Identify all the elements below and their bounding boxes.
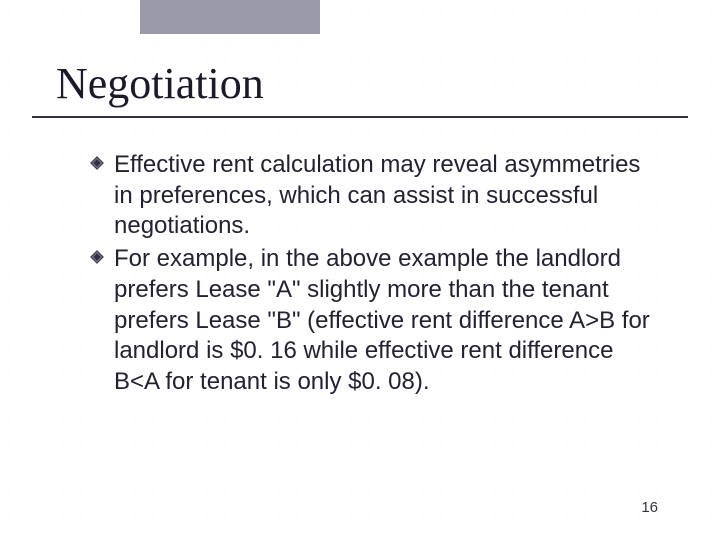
page-number: 16 xyxy=(641,499,658,516)
bullet-text: Effective rent calculation may reveal as… xyxy=(114,150,664,242)
list-item: For example, in the above example the la… xyxy=(90,244,664,398)
bullet-text: For example, in the above example the la… xyxy=(114,244,664,398)
title-underline xyxy=(32,116,688,118)
diamond-bullet-icon xyxy=(90,250,110,270)
slide-title: Negotiation xyxy=(56,58,264,109)
bullet-list: Effective rent calculation may reveal as… xyxy=(90,150,664,400)
title-accent-bar xyxy=(140,0,320,34)
diamond-bullet-icon xyxy=(90,156,110,176)
list-item: Effective rent calculation may reveal as… xyxy=(90,150,664,242)
